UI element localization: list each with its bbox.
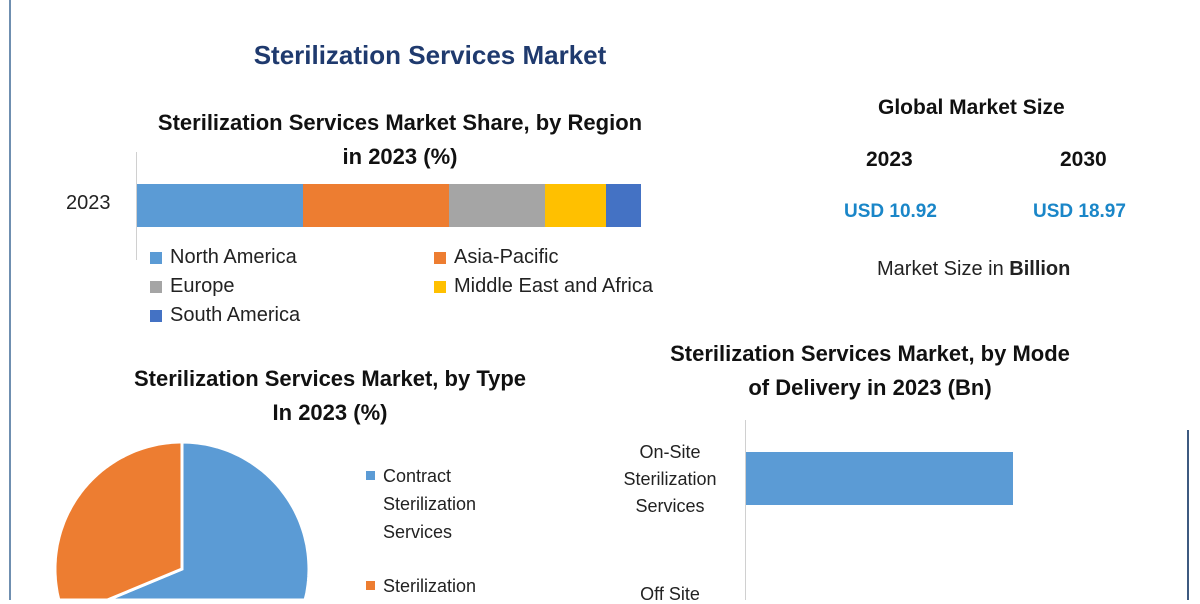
- pie-legend-item: Sterilization: [366, 572, 476, 600]
- legend-label-line: Services: [383, 522, 453, 542]
- region-stacked-bar: [137, 184, 641, 227]
- legend-label: Asia-Pacific: [454, 246, 559, 268]
- left-border: [9, 0, 11, 600]
- global-heading: Global Market Size: [878, 96, 1065, 119]
- year-2023: 2023: [866, 148, 913, 171]
- mode-label-offsite: Off Site: [605, 584, 735, 604]
- legend-swatch: [366, 471, 375, 480]
- type-pie-chart: [53, 440, 311, 600]
- legend-swatch: [150, 280, 162, 293]
- region-axis: [136, 152, 137, 260]
- region-legend: North America Asia-Pacific Europe Middle Ea…: [150, 246, 710, 327]
- label-line: Services: [635, 496, 705, 516]
- mode-title-line1: Sterilization Services Market, by Mode: [670, 341, 1070, 366]
- pie-slice-0: [106, 440, 311, 600]
- unit-note: Market Size in Billion: [877, 258, 1070, 281]
- legend-label-line: Sterilization: [383, 494, 477, 514]
- legend-label-line: Sterilization: [383, 576, 477, 596]
- legend-label: North America: [170, 246, 297, 268]
- legend-label: South America: [170, 304, 301, 326]
- pie-legend-item: Contract Sterilization Services: [366, 462, 476, 546]
- label-line: Off Site: [640, 584, 700, 604]
- value-2023: USD 10.92: [844, 201, 937, 222]
- legend-label: Middle East and Africa: [454, 275, 653, 297]
- legend-label-line: Contract: [383, 466, 452, 486]
- mode-chart-title: Sterilization Services Market, by Mode o…: [630, 337, 1110, 405]
- unit-prefix: Market Size in: [877, 258, 1010, 280]
- legend-label: Europe: [170, 275, 235, 297]
- legend-swatch: [366, 581, 375, 590]
- region-segment-south-america: [605, 184, 641, 227]
- type-chart-title: Sterilization Services Market, by Type I…: [60, 362, 600, 430]
- region-title-line2: in 2023 (%): [342, 144, 458, 169]
- region-axis-label: 2023: [66, 192, 111, 214]
- legend-item: Europe: [150, 275, 434, 298]
- year-2030: 2030: [1060, 148, 1107, 171]
- legend-item: Middle East and Africa: [434, 275, 710, 298]
- legend-swatch: [434, 280, 446, 293]
- legend-item: Asia-Pacific: [434, 246, 710, 269]
- region-segment-europe: [449, 184, 546, 227]
- pie-slice-1: [53, 440, 184, 600]
- region-title-line1: Sterilization Services Market Share, by …: [157, 110, 643, 135]
- label-line: Sterilization: [623, 469, 717, 489]
- legend-swatch: [434, 251, 446, 264]
- type-legend: Contract Sterilization Services Sterilizati…: [366, 462, 566, 600]
- mode-axis: [745, 420, 746, 600]
- mode-bar-onsite: [746, 452, 1013, 505]
- type-title-line1: Sterilization Services Market, by Type: [133, 366, 527, 391]
- region-segment-north-america: [137, 184, 304, 227]
- mode-label-onsite: On-Site Sterilization Services: [605, 439, 735, 520]
- value-2030: USD 18.97: [1033, 201, 1126, 222]
- page-title: Sterilization Services Market: [253, 40, 607, 70]
- region-segment-asia-pacific: [303, 184, 450, 227]
- region-segment-middle-east-and-africa: [545, 184, 606, 227]
- right-border: [1187, 430, 1189, 600]
- label-line: On-Site: [639, 442, 701, 462]
- legend-swatch: [150, 309, 162, 322]
- mode-title-line2: of Delivery in 2023 (Bn): [748, 375, 992, 400]
- type-title-line2: In 2023 (%): [272, 400, 388, 425]
- legend-item: South America: [150, 304, 434, 327]
- unit-bold: Billion: [1009, 258, 1071, 280]
- legend-item: North America: [150, 246, 434, 269]
- legend-swatch: [150, 251, 162, 264]
- region-chart-title: Sterilization Services Market Share, by …: [100, 106, 700, 174]
